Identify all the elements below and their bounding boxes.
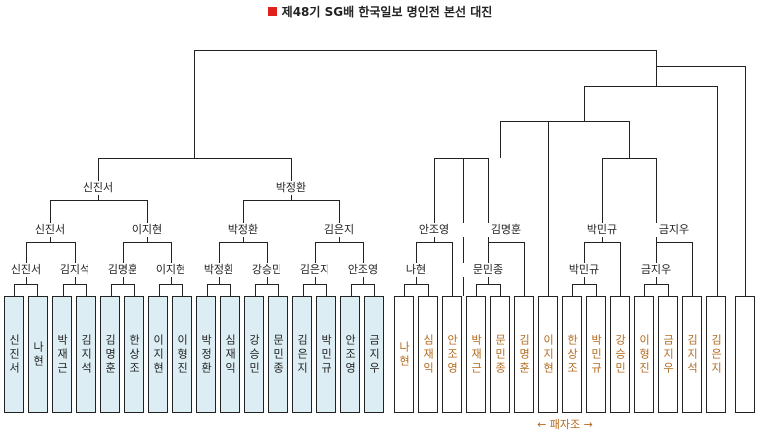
match-line [255, 284, 279, 296]
player-name: 안조영 [343, 333, 357, 376]
main-r2-winner-label-8: 안조영 [328, 263, 398, 277]
main-r3-winner-label-4: 김은지 [304, 223, 374, 237]
match-line [476, 284, 501, 296]
match-line [404, 284, 429, 296]
bracket-title-text: 제48기 SG배 한국일보 명인전 본선 대진 [281, 5, 493, 19]
player-name: 이형진 [175, 333, 189, 376]
player-box: 심재익 [220, 296, 240, 413]
match-line [644, 284, 669, 296]
player-box: 김지석 [76, 296, 96, 413]
player-box: 박민규 [316, 296, 336, 413]
player-name: 김은지 [709, 333, 723, 376]
player-box: 이지현 [148, 296, 168, 413]
player-box: 한상조 [124, 296, 144, 413]
main-r3-winner-label-3: 박정환 [208, 223, 278, 237]
match-line [63, 284, 87, 296]
match-line [194, 50, 657, 158]
player-box: 안조영 [340, 296, 360, 413]
player-name: 이지현 [541, 333, 555, 376]
player-name: 김명훈 [517, 333, 531, 376]
match-line [572, 284, 597, 296]
player-name: 한상조 [127, 333, 141, 376]
red-square-icon [267, 7, 277, 16]
main-r3-winner-label-2: 이지현 [112, 223, 182, 237]
player-box: 이지현 [538, 296, 558, 413]
main-r3-winner-label-1: 신진서 [15, 223, 85, 237]
player-box: 강승민 [244, 296, 264, 413]
player-name: 문민종 [493, 333, 507, 376]
player-name: 박재근 [55, 333, 69, 376]
player-box: 강승민 [610, 296, 630, 413]
player-box: 김명훈 [514, 296, 534, 413]
player-box: 김지석 [682, 296, 702, 413]
main-r4-winner-label-2: 박정환 [256, 181, 326, 195]
repechage-r1-winner-label-1: 나현 [381, 263, 451, 277]
match-line [548, 121, 630, 296]
player-box: 금지우 [658, 296, 678, 413]
match-line [500, 121, 549, 158]
repechage-r2-winner-label-4: 금지우 [639, 223, 709, 237]
bracket-title: 제48기 SG배 한국일보 명인전 본선 대진 [0, 2, 760, 22]
player-name: 김은지 [295, 333, 309, 376]
player-name: 박재근 [469, 333, 483, 376]
player-name: 김지석 [685, 333, 699, 376]
player-name: 김명훈 [103, 333, 117, 376]
player-name: 심재익 [421, 333, 435, 376]
player-name: 신진서 [7, 333, 21, 376]
player-name: 박민규 [589, 333, 603, 376]
player-box: 이형진 [172, 296, 192, 413]
match-line [434, 158, 489, 242]
match-line [111, 284, 135, 296]
player-name: 박민규 [319, 333, 333, 376]
match-line [303, 284, 327, 296]
repechage-r2-winner-label-2: 김명훈 [471, 223, 541, 237]
main-r4-winner-label-1: 신진서 [63, 181, 133, 195]
match-line [14, 284, 38, 296]
player-box: 문민종 [268, 296, 288, 413]
player-name: 문민종 [271, 333, 285, 376]
player-name: 이지현 [151, 333, 165, 376]
player-box: 나현 [394, 296, 414, 413]
player-box: 금지우 [364, 296, 384, 413]
player-name: 김지석 [79, 333, 93, 376]
player-name: 안조영 [445, 333, 459, 376]
match-line [584, 86, 718, 296]
match-line [159, 284, 183, 296]
player-box: 김은지 [292, 296, 312, 413]
player-box: 신진서 [4, 296, 24, 413]
player-box: 한상조 [562, 296, 582, 413]
match-line [351, 284, 375, 296]
player-name: 나현 [397, 340, 411, 369]
repechage-r1-winner-label-3: 박민규 [549, 263, 619, 277]
player-box: 박정환 [196, 296, 216, 413]
player-name: 이형진 [637, 333, 651, 376]
player-box: 이형진 [634, 296, 654, 413]
player-box: 안조영 [442, 296, 462, 413]
player-box: 나현 [28, 296, 48, 413]
player-name: 박정환 [199, 333, 213, 376]
match-line [656, 50, 746, 296]
player-box: 박민규 [586, 296, 606, 413]
repechage-label: ← 패자조 → [537, 418, 593, 431]
player-name: 강승민 [247, 333, 261, 376]
repechage-r1-winner-label-2: 문민종 [453, 263, 523, 277]
player-box: 문민종 [490, 296, 510, 413]
player-name: 금지우 [661, 333, 675, 376]
player-box: 김명훈 [100, 296, 120, 413]
player-box: 김은지 [706, 296, 726, 413]
player-name: 강승민 [613, 333, 627, 376]
repechage-r1-winner-label-4: 금지우 [621, 263, 691, 277]
player-box: 박재근 [52, 296, 72, 413]
repechage-r2-winner-label-1: 안조영 [399, 223, 469, 237]
empty-player-box [735, 296, 755, 413]
player-box: 박재근 [466, 296, 486, 413]
repechage-r2-winner-label-3: 박민규 [567, 223, 637, 237]
player-box: 심재익 [418, 296, 438, 413]
player-name: 금지우 [367, 333, 381, 376]
match-line [207, 284, 231, 296]
player-name: 나현 [31, 340, 45, 369]
player-name: 심재익 [223, 333, 237, 376]
player-name: 한상조 [565, 333, 579, 376]
